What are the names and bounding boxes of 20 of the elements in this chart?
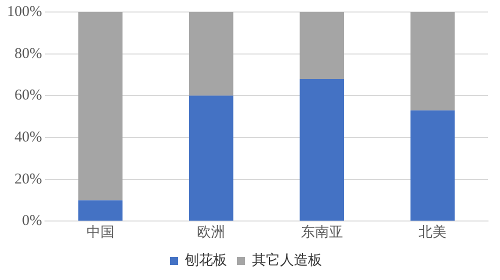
- bar: [300, 12, 344, 79]
- bar: [188, 96, 234, 221]
- y-tick-label: 60%: [14, 88, 42, 104]
- x-tick-label: 北美: [418, 224, 447, 240]
- bar: [410, 12, 455, 110]
- x-tick-label: 中国: [86, 224, 114, 240]
- legend-label: 其它人造板: [252, 252, 322, 269]
- legend-label: 刨花板: [184, 252, 227, 269]
- y-tick-label: 100%: [6, 4, 42, 20]
- y-tick-label: 80%: [14, 46, 42, 62]
- bar: [78, 12, 123, 200]
- bar: [410, 110, 455, 221]
- y-tick-label: 20%: [14, 171, 42, 188]
- x-tick-label: 东南亚: [300, 224, 343, 240]
- bar: [300, 78, 344, 221]
- y-tick-label: 0%: [22, 213, 42, 230]
- x-tick-label: 欧洲: [197, 224, 226, 240]
- bar: [188, 12, 234, 96]
- bar: [78, 200, 123, 221]
- y-tick-label: 40%: [14, 129, 42, 146]
